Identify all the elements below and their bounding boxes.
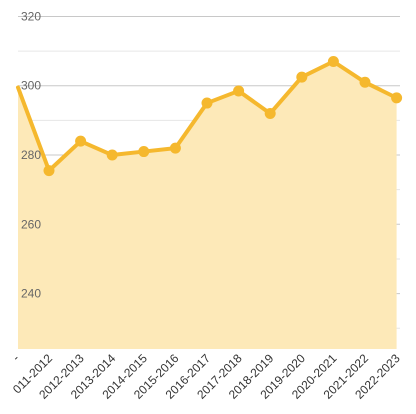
area-fill bbox=[18, 61, 397, 350]
data-point bbox=[359, 76, 371, 88]
data-point bbox=[327, 55, 339, 67]
area-layer bbox=[18, 61, 397, 350]
data-point bbox=[169, 142, 181, 154]
data-point bbox=[391, 92, 403, 104]
y-axis-ticks: 240 260 280 300 320 bbox=[21, 9, 41, 300]
y-tick-label: 260 bbox=[21, 217, 41, 231]
data-point bbox=[233, 85, 245, 97]
data-point bbox=[201, 97, 213, 109]
data-point bbox=[43, 165, 55, 177]
y-tick-label: 320 bbox=[21, 9, 41, 23]
x-tick-label: - bbox=[9, 351, 22, 364]
x-axis-ticks: -011-20122012-20132013-20142014-20152015… bbox=[9, 351, 403, 402]
data-point bbox=[75, 135, 87, 147]
y-tick-label: 240 bbox=[21, 287, 41, 301]
data-point bbox=[138, 146, 150, 158]
y-tick-label: 300 bbox=[21, 79, 41, 93]
y-tick-label: 280 bbox=[21, 148, 41, 162]
data-point bbox=[106, 149, 118, 161]
data-point bbox=[264, 107, 276, 119]
data-point bbox=[296, 71, 308, 83]
point-layer bbox=[43, 55, 403, 177]
